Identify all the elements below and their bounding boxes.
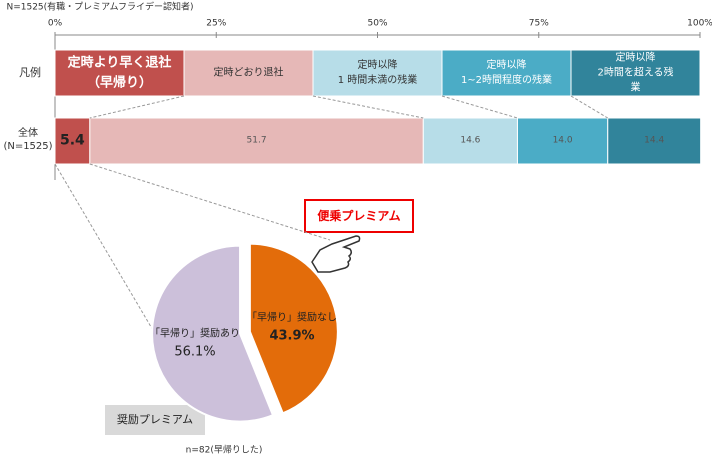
value-label: 5.4	[60, 132, 85, 149]
connector	[312, 95, 424, 119]
legend-label: 凡例	[19, 65, 41, 79]
legend-text: 定時以降 2時間を超える残業	[597, 52, 674, 94]
value-label: 14.0	[552, 135, 573, 146]
slice-label: 「早帰り」奨励あり	[150, 328, 240, 340]
hand-icon	[311, 235, 361, 273]
x-tick-label: 25%	[206, 18, 227, 29]
legend-text: 定時どおり退社	[213, 67, 284, 79]
slice-value: 43.9%	[269, 328, 315, 344]
annotation: 奨励プレミアム	[116, 412, 194, 426]
bar	[607, 117, 702, 165]
pie-slice	[151, 244, 275, 423]
value-label: 14.6	[460, 135, 481, 146]
value-label: 14.4	[644, 135, 665, 146]
bar	[422, 117, 518, 165]
legend-swatch	[441, 49, 572, 97]
callout-box	[105, 405, 205, 435]
pie-slice	[248, 242, 339, 415]
legend-text: 定時以降 1~2時間程度の残業	[460, 60, 553, 86]
legend-swatch	[312, 49, 443, 97]
connector	[570, 95, 609, 119]
connector	[441, 95, 518, 119]
value-label: 51.7	[246, 135, 267, 146]
note: N=1525(有職・プレミアムフライデー認知者)	[6, 2, 194, 13]
legend-text: 定時以降 1 時間未満の残業	[337, 60, 418, 86]
y-label: 全体 (N=1525)	[3, 128, 53, 152]
connector	[89, 95, 185, 119]
annotation: 便乗プレミアム	[317, 209, 401, 223]
callout-box	[304, 199, 414, 233]
legend-text: 定時より早く退社 （早帰り）	[67, 55, 172, 91]
legend-swatch	[570, 49, 701, 97]
slice-value: 56.1%	[174, 344, 216, 360]
bar	[89, 117, 424, 165]
x-tick-label: 100%	[687, 18, 712, 29]
note: n=82(早帰りした)	[185, 445, 263, 456]
bar	[516, 117, 609, 165]
connector	[89, 163, 331, 241]
x-tick-label: 75%	[528, 18, 549, 29]
x-tick-label: 0%	[47, 18, 63, 29]
slice-label: 「早帰り」奨励なし	[247, 312, 337, 324]
x-tick-label: 50%	[367, 18, 388, 29]
